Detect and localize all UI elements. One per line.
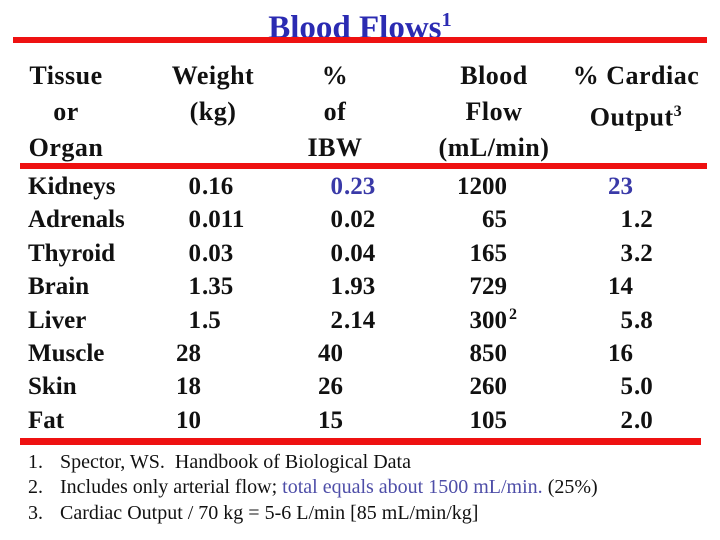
header-line: of xyxy=(323,97,347,126)
footnote-number: 1. xyxy=(28,451,43,473)
flow-cell: 300 xyxy=(469,306,508,334)
footnote: 3. Cardiac Output / 70 kg = 5-6 L/min [8… xyxy=(0,501,720,526)
header-underline xyxy=(20,163,707,169)
flow-cell: 65 xyxy=(482,206,507,234)
organ-cell: Skin xyxy=(28,373,77,401)
table-row: Muscle 28 40 850 16 xyxy=(0,337,720,370)
header-line: Blood xyxy=(460,61,528,90)
header-col-weight: Weight (kg) xyxy=(150,58,276,166)
header-line xyxy=(150,130,276,166)
footnote-text: Cardiac Output / 70 kg = 5-6 L/min [85 m… xyxy=(60,501,479,524)
organ-cell: Adrenals xyxy=(28,206,125,234)
header-line: % Cardiac xyxy=(572,61,700,90)
organ-cell: Brain xyxy=(28,273,90,301)
organ-cell: Thyroid xyxy=(28,239,116,267)
organ-cell: Fat xyxy=(28,406,65,434)
header-line: Organ xyxy=(28,133,104,162)
flow-cell: 1200 xyxy=(457,173,507,200)
flow-cell: 260 xyxy=(469,373,508,401)
table-body: Kidneys 0.16 0.23 1200 23 Adrenals 0.011… xyxy=(0,170,720,437)
organ-cell: Liver xyxy=(28,306,87,334)
footnote-number: 3. xyxy=(28,501,43,524)
table-header: Tissue or Organ Weight (kg) % of IBW Blo… xyxy=(0,58,720,163)
table-row: Adrenals 0.011 0.02 65 1.2 xyxy=(0,203,720,236)
header-col-cardiac: % Cardiac Output3 xyxy=(552,58,720,166)
table-row: Skin 18 26 260 5.0 xyxy=(0,370,720,403)
header-col-ibw: % of IBW xyxy=(276,58,394,166)
title-footnote-marker: 1 xyxy=(441,9,452,31)
header-col-organ: Tissue or Organ xyxy=(0,58,132,166)
header-line: (mL/min) xyxy=(438,133,550,162)
header-line: Tissue xyxy=(29,61,103,90)
header-line: Flow xyxy=(465,97,523,126)
header-line: IBW xyxy=(307,133,363,162)
table-row: Thyroid 0.03 0.04 165 3.2 xyxy=(0,237,720,270)
header-line: Output3 xyxy=(552,94,720,132)
flow-cell: 105 xyxy=(469,406,508,434)
footnote-highlight: total equals about 1500 mL/min. xyxy=(282,476,543,499)
footnotes: 1. Spector, WS. Handbook of Biological D… xyxy=(0,450,720,526)
organ-cell: Kidneys xyxy=(28,173,116,200)
flow-cell: 850 xyxy=(469,339,508,367)
table-row: Brain 1.35 1.93 729 14 xyxy=(0,270,720,303)
header-line: or xyxy=(53,97,79,126)
flow-cell: 165 xyxy=(469,239,508,267)
header-line-text: Output xyxy=(589,102,674,132)
table-row: Fat 10 15 105 2.0 xyxy=(0,404,720,437)
footnote-text: Includes only arterial flow; total equal… xyxy=(60,476,598,499)
header-line: % xyxy=(321,61,349,90)
flow-superscript: 2 xyxy=(509,305,517,323)
table-row: Liver 1.5 2.14 300 2 5.8 xyxy=(0,304,720,337)
footnotes-divider xyxy=(20,438,701,445)
title-underline xyxy=(13,37,707,43)
header-line: Weight xyxy=(171,61,255,90)
header-footnote-marker: 3 xyxy=(673,103,683,120)
flow-cell: 729 xyxy=(469,273,508,301)
footnote-text: Spector, WS. Handbook of Biological Data xyxy=(60,451,411,473)
footnote: 2. Includes only arterial flow; total eq… xyxy=(0,475,720,500)
footnote: 1. Spector, WS. Handbook of Biological D… xyxy=(0,450,720,475)
header-line xyxy=(552,130,720,166)
table-row: Kidneys 0.16 0.23 1200 23 xyxy=(0,170,720,203)
header-line: (kg) xyxy=(189,97,237,126)
organ-cell: Muscle xyxy=(28,339,105,367)
footnote-number: 2. xyxy=(28,476,43,499)
header-col-flow: Blood Flow (mL/min) xyxy=(424,58,564,166)
